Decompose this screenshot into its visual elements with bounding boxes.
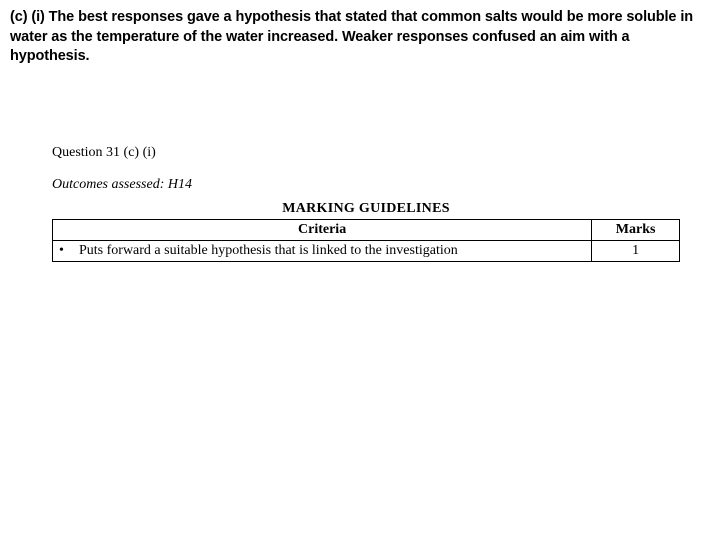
marking-table: Criteria Marks • Puts forward a suitable… bbox=[52, 219, 680, 262]
marking-section: Question 31 (c) (i) Outcomes assessed: H… bbox=[10, 145, 710, 262]
criteria-header: Criteria bbox=[53, 219, 592, 240]
table-row: • Puts forward a suitable hypothesis tha… bbox=[53, 240, 680, 261]
intro-paragraph: (c) (i) The best responses gave a hypoth… bbox=[10, 8, 710, 67]
guidelines-title: MARKING GUIDELINES bbox=[52, 201, 680, 217]
marks-header: Marks bbox=[592, 219, 680, 240]
criteria-cell: • Puts forward a suitable hypothesis tha… bbox=[53, 240, 592, 261]
question-label: Question 31 (c) (i) bbox=[52, 145, 680, 161]
table-header-row: Criteria Marks bbox=[53, 219, 680, 240]
bullet-icon: • bbox=[59, 243, 69, 259]
outcomes-assessed: Outcomes assessed: H14 bbox=[52, 177, 680, 193]
marks-cell: 1 bbox=[592, 240, 680, 261]
criteria-text: Puts forward a suitable hypothesis that … bbox=[79, 243, 458, 259]
